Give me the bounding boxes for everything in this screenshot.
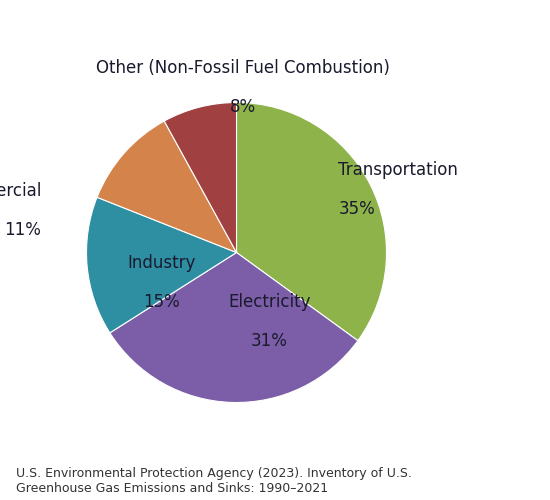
Wedge shape: [97, 121, 236, 252]
Text: 31%: 31%: [251, 332, 288, 350]
Text: 8%: 8%: [229, 98, 256, 116]
Wedge shape: [110, 252, 358, 402]
Wedge shape: [236, 102, 387, 341]
Wedge shape: [164, 102, 236, 253]
Text: 15%: 15%: [143, 293, 180, 311]
Text: U.S. Environmental Protection Agency (2023). Inventory of U.S.
Greenhouse Gas Em: U.S. Environmental Protection Agency (20…: [16, 467, 412, 495]
Text: Residential & Commercial: Residential & Commercial: [0, 182, 41, 200]
Wedge shape: [86, 198, 236, 333]
Text: Industry: Industry: [127, 254, 196, 272]
Text: 35%: 35%: [338, 200, 375, 218]
Text: Transportation: Transportation: [338, 161, 458, 179]
Text: Electricity: Electricity: [228, 293, 311, 311]
Text: Other (Non-Fossil Fuel Combustion): Other (Non-Fossil Fuel Combustion): [96, 59, 389, 77]
Text: 11%: 11%: [4, 221, 41, 239]
